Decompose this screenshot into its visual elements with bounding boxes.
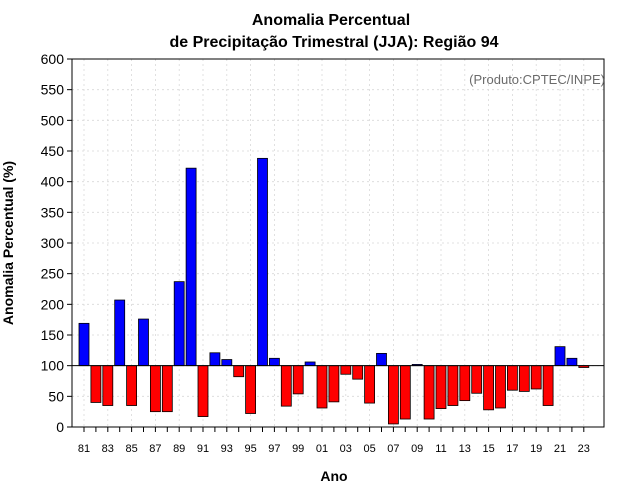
y-tick-label: 200 [41,296,65,312]
bar-82 [90,365,102,403]
y-tick-label: 50 [48,388,64,404]
x-tick-label: 83 [102,443,114,455]
x-tick-label: 81 [78,443,90,455]
bar-89 [173,281,185,367]
x-axis: 81 83 85 87 89 91 93 95 97 99 01 03 05 07 09 11 13 15 17 19… [78,427,590,455]
x-tick-label: 05 [363,443,375,455]
bar-92 [209,352,221,367]
x-tick-label: 11 [435,443,446,455]
source-annotation: (Produto:CPTEC/INPE) [469,72,605,87]
y-tick-label: 300 [41,235,65,251]
x-axis-label: Ano [320,468,347,484]
bar-05 [364,365,376,404]
x-tick-label: 95 [244,443,256,455]
x-tick-label: 15 [482,443,494,455]
bar-86 [138,318,149,367]
y-tick-label: 600 [41,51,65,67]
x-tick-label: 91 [197,443,209,455]
chart-title-line2: de Precipitação Trimestral (JJA): Região… [169,34,498,51]
y-tick-label: 500 [41,112,65,128]
bar-98 [280,365,292,407]
bar-12 [447,365,459,406]
bar-21 [554,346,566,367]
bar-85 [126,365,137,406]
bar-14 [471,365,483,394]
y-tick-label: 150 [41,327,65,343]
y-tick-label: 550 [41,82,65,98]
bar-20 [542,365,554,406]
bar-95 [245,365,257,414]
x-tick-label: 85 [125,443,137,455]
bar-11 [435,365,447,409]
x-tick-label: 89 [173,443,185,455]
x-tick-label: 09 [411,443,423,455]
y-axis: 0 50 100 150 200 250 300 350 400 450 500 550 600 [41,51,72,435]
bar-19 [530,365,542,390]
y-tick-label: 450 [41,143,65,159]
x-tick-label: 97 [268,443,280,455]
x-tick-label: 17 [506,443,518,455]
bar-84 [114,299,126,367]
bar-83 [102,365,114,406]
x-tick-label: 13 [459,443,471,455]
bar-03 [340,365,352,375]
bars [78,157,590,425]
bar-15 [483,365,495,411]
x-tick-label: 99 [292,443,304,455]
bar-08 [399,365,411,420]
y-tick-label: 250 [41,266,65,282]
bar-06 [376,352,387,367]
bar-96 [257,157,268,367]
x-tick-label: 01 [316,443,328,455]
x-tick-label: 21 [554,443,566,455]
x-tick-label: 87 [149,443,161,455]
x-tick-label: 93 [221,443,233,455]
bar-22 [566,357,578,367]
bar-88 [161,365,173,413]
chart-title-line1: Anomalia Percentual [252,12,410,29]
x-tick-label: 03 [340,443,352,455]
bar-81 [78,322,90,367]
bar-00 [304,361,316,367]
bar-87 [149,365,161,413]
bar-90 [185,167,197,367]
y-tick-label: 100 [41,358,65,374]
x-tick-label: 23 [578,443,590,455]
bar-01 [316,365,328,409]
bar-02 [328,365,340,403]
bar-97 [268,357,280,367]
bar-18 [518,365,530,392]
bar-16 [495,365,506,409]
bar-04 [352,365,364,380]
x-tick-label: 19 [530,443,542,455]
y-tick-label: 350 [41,204,65,220]
x-tick-label: 07 [387,443,399,455]
bar-99 [292,365,304,395]
bar-17 [506,365,518,391]
bar-94 [233,365,245,378]
bar-91 [197,365,209,417]
bar-07 [387,365,399,425]
bar-10 [423,365,435,420]
bar-93 [221,359,233,367]
bar-13 [459,365,471,402]
y-axis-label: Anomalia Percentual (%) [0,161,16,325]
y-tick-label: 0 [56,419,64,435]
y-tick-label: 400 [41,174,65,190]
